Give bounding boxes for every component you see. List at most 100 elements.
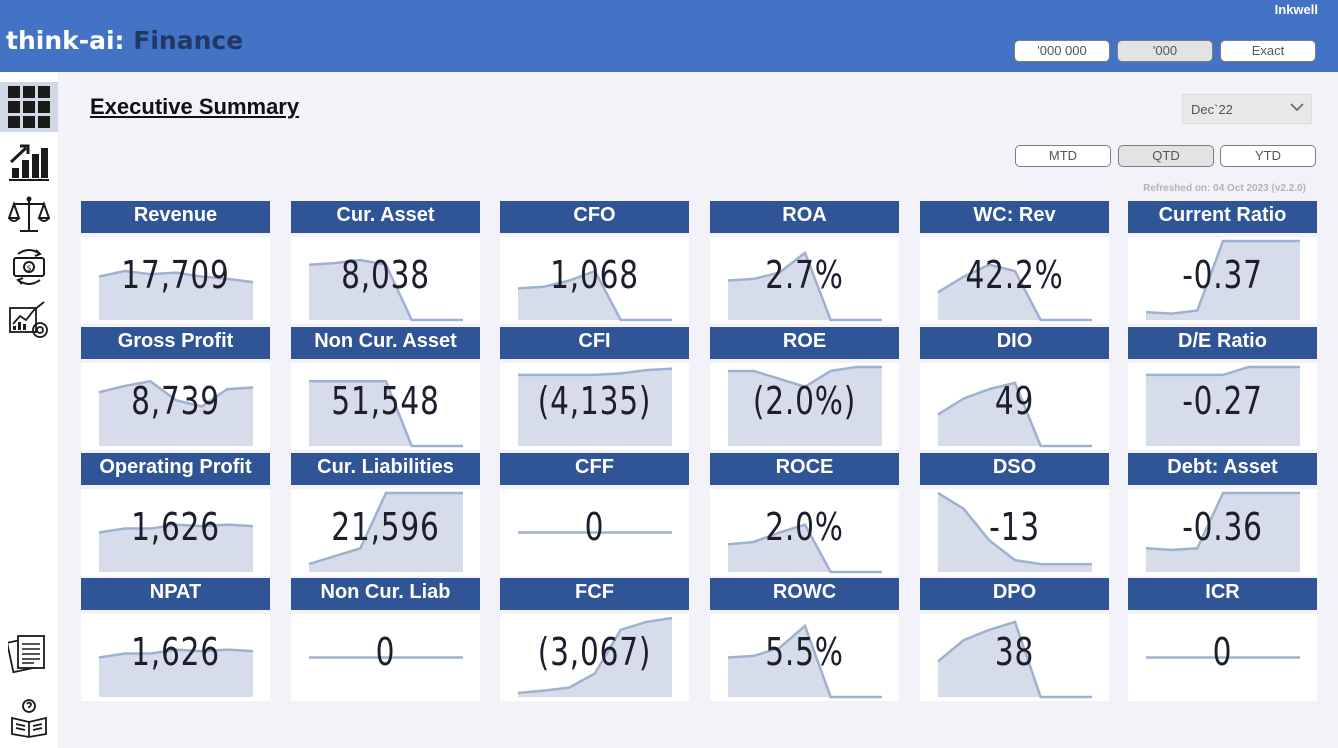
kpi-body: 49 <box>920 363 1109 450</box>
kpi-value: 1,068 <box>550 253 639 297</box>
sparkline-area <box>1146 367 1300 446</box>
kpi-value: (4,135) <box>537 379 652 423</box>
nav-balance-scale-icon[interactable] <box>0 190 58 240</box>
kpi-body: 42.2% <box>920 237 1109 324</box>
kpi-body: 21,596 <box>291 489 480 576</box>
kpi-value: 0 <box>375 630 396 674</box>
nav-growth-chart-icon[interactable] <box>0 136 58 186</box>
kpi-sparkline <box>1146 656 1300 659</box>
sparkline-area <box>99 649 253 697</box>
kpi-title: Operating Profit <box>81 453 270 485</box>
sparkline-area <box>99 524 253 572</box>
kpi-title: Gross Profit <box>81 327 270 359</box>
sparkline-line <box>98 648 254 659</box>
nav-help-book-icon[interactable] <box>0 692 58 742</box>
kpi-card: CFI (4,135) <box>500 327 689 450</box>
kpi-card: Non Cur. Asset 51,548 <box>291 327 480 450</box>
kpi-title: Cur. Asset <box>291 201 480 233</box>
sparkline-line <box>308 258 463 322</box>
kpi-body: 0 <box>500 489 689 576</box>
sparkline-line <box>309 379 463 448</box>
kpi-sparkline <box>727 523 882 574</box>
kpi-body: -0.27 <box>1128 363 1317 450</box>
sparkline-area <box>518 271 672 320</box>
sparkline-area <box>728 252 882 320</box>
kpi-body: -0.36 <box>1128 489 1317 576</box>
kpi-body: 2.7% <box>710 237 899 324</box>
app-header: think-ai: Finance Inkwell '000 000 '000 … <box>0 0 1338 72</box>
kpi-value: -0.36 <box>1182 505 1263 549</box>
kpi-sparkline <box>518 531 672 534</box>
nav-analytics-icon[interactable] <box>0 294 58 344</box>
kpi-sparkline <box>517 616 673 697</box>
kpi-body: 2.0% <box>710 489 899 576</box>
tab-ytd[interactable]: YTD <box>1220 145 1316 167</box>
sparkline-line <box>308 491 463 566</box>
sparkline-area <box>518 618 672 697</box>
kpi-sparkline <box>937 381 1092 448</box>
sparkline-line <box>727 623 882 699</box>
kpi-value: (2.0%) <box>752 379 857 423</box>
kpi-body: -13 <box>920 489 1109 576</box>
kpi-card: ROE (2.0%) <box>710 327 899 450</box>
sparkline-line <box>98 523 254 534</box>
sidebar: $ <box>0 72 58 748</box>
tab-qtd[interactable]: QTD <box>1118 145 1214 167</box>
kpi-card: D/E Ratio -0.27 <box>1128 327 1317 450</box>
kpi-sparkline <box>1145 491 1300 572</box>
sparkline-area <box>728 367 882 446</box>
sparkline-area <box>938 621 1092 697</box>
unit-exact-button[interactable]: Exact <box>1220 40 1316 62</box>
sparkline-line <box>518 367 673 377</box>
kpi-body: 17,709 <box>81 237 270 324</box>
brand-sub: Finance <box>133 26 244 55</box>
sparkline-area <box>1146 493 1300 572</box>
kpi-title: ROCE <box>710 453 899 485</box>
kpi-body: (2.0%) <box>710 363 899 450</box>
kpi-value: 38 <box>994 630 1035 674</box>
sparkline-area <box>938 382 1092 446</box>
sparkline-line <box>98 379 254 408</box>
sparkline-area <box>1146 241 1300 320</box>
kpi-body: 38 <box>920 614 1109 701</box>
kpi-title: CFO <box>500 201 689 233</box>
nav-cash-flow-icon[interactable]: $ <box>0 242 58 292</box>
kpi-title: ROA <box>710 201 899 233</box>
nav-dashboard-icon[interactable] <box>0 82 58 132</box>
kpi-value: 0 <box>1212 630 1233 674</box>
kpi-title: Cur. Liabilities <box>291 453 480 485</box>
kpi-body: 0 <box>1128 614 1317 701</box>
kpi-card: DPO 38 <box>920 578 1109 701</box>
sparkline-line <box>727 523 882 574</box>
kpi-card: DSO -13 <box>920 453 1109 576</box>
kpi-sparkline <box>98 523 254 572</box>
sparkline-line <box>937 263 1092 322</box>
kpi-title: Debt: Asset <box>1128 453 1317 485</box>
kpi-card: NPAT 1,626 <box>81 578 270 701</box>
kpi-card: Non Cur. Liab 0 <box>291 578 480 701</box>
kpi-sparkline <box>517 269 672 322</box>
unit-thousands-button[interactable]: '000 <box>1117 40 1213 62</box>
kpi-value: 17,709 <box>121 253 230 297</box>
kpi-card: CFO 1,068 <box>500 201 689 324</box>
kpi-title: D/E Ratio <box>1128 327 1317 359</box>
kpi-title: CFF <box>500 453 689 485</box>
nav-documents-icon[interactable] <box>0 628 58 678</box>
tab-mtd[interactable]: MTD <box>1015 145 1111 167</box>
kpi-card: Current Ratio -0.37 <box>1128 201 1317 324</box>
sparkline-area <box>728 524 882 572</box>
kpi-title: DPO <box>920 578 1109 610</box>
unit-millions-button[interactable]: '000 000 <box>1014 40 1110 62</box>
sparkline-line <box>1145 239 1300 315</box>
kpi-title: WC: Rev <box>920 201 1109 233</box>
sparkline-area <box>938 493 1092 572</box>
kpi-title: Non Cur. Asset <box>291 327 480 359</box>
kpi-value: 8,739 <box>131 379 220 423</box>
kpi-value: 0 <box>584 505 605 549</box>
sparkline-area <box>309 381 463 446</box>
sparkline-line <box>1146 365 1300 377</box>
period-dropdown[interactable]: Dec`22 <box>1182 94 1312 124</box>
kpi-value: 2.7% <box>765 253 844 297</box>
kpi-value: 49 <box>994 379 1035 423</box>
kpi-sparkline <box>937 491 1092 572</box>
